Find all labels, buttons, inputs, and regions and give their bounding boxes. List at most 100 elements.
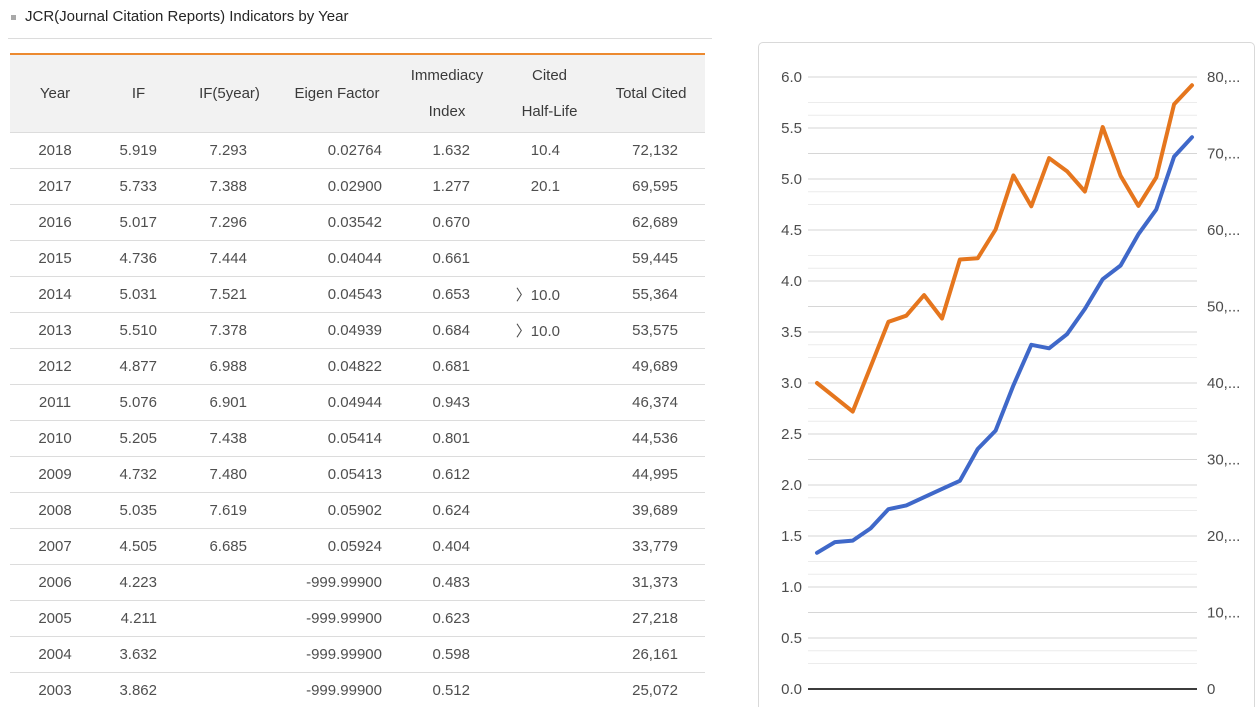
col-header-line: Index (428, 103, 466, 120)
cell-eigen: 0.04543 (282, 276, 392, 313)
cell-imm: 0.598 (392, 636, 502, 673)
cell-total: 53,575 (597, 312, 705, 349)
cell-total: 59,445 (597, 240, 705, 277)
cell-imm: 0.943 (392, 384, 502, 421)
chart-card: 6.0 5.5 5.0 4.5 4.0 3.5 3.0 2.5 2.0 1.5 1.0 0.5 0.0 8… (758, 42, 1255, 707)
cell-if5: 7.378 (177, 312, 282, 349)
left-axis-label: 2.0 (781, 477, 802, 494)
cell-year: 2007 (10, 528, 100, 565)
cell-total: 49,689 (597, 348, 705, 385)
cell-total: 25,072 (597, 672, 705, 707)
cell-total: 44,995 (597, 456, 705, 493)
cell-total: 44,536 (597, 420, 705, 457)
right-axis-label: 10,... (1207, 605, 1240, 622)
cell-if5: 7.388 (177, 168, 282, 205)
cell-imm: 0.670 (392, 204, 502, 241)
cell-year: 2010 (10, 420, 100, 457)
cell-if5 (177, 672, 282, 707)
cell-year: 2008 (10, 492, 100, 529)
cell-if: 5.205 (100, 420, 177, 457)
cell-if: 3.862 (100, 672, 177, 707)
cell-if5: 7.619 (177, 492, 282, 529)
cell-cited_hl (502, 204, 597, 241)
jcr-indicators-table: Year IF IF(5year) Eigen Factor Immediacy Inde… (10, 53, 705, 707)
right-axis-label: 30,... (1207, 452, 1240, 469)
cell-eigen: 0.05414 (282, 420, 392, 457)
table-row: 2016 5.017 7.296 0.03542 0.670 62,689 (10, 204, 705, 241)
cell-total: 26,161 (597, 636, 705, 673)
table-row: 2008 5.035 7.619 0.05902 0.624 39,689 (10, 492, 705, 529)
left-axis-label: 4.5 (781, 222, 802, 239)
cell-if: 5.919 (100, 132, 177, 169)
cell-cited_hl: 〉10.0 (502, 276, 597, 313)
cell-if: 4.877 (100, 348, 177, 385)
page-title: JCR(Journal Citation Reports) Indicators… (25, 8, 349, 25)
if-line (815, 83, 1194, 414)
cell-eigen: -999.99900 (282, 636, 392, 673)
cell-if: 5.733 (100, 168, 177, 205)
cell-eigen: 0.04822 (282, 348, 392, 385)
table-row: 2006 4.223 -999.99900 0.483 31,373 (10, 564, 705, 601)
cell-imm: 0.483 (392, 564, 502, 601)
cell-imm: 0.512 (392, 672, 502, 707)
cell-if5: 7.521 (177, 276, 282, 313)
cell-if: 3.632 (100, 636, 177, 673)
cell-if5: 7.296 (177, 204, 282, 241)
col-header-line: Cited (531, 67, 568, 84)
cell-year: 2018 (10, 132, 100, 169)
table-row: 2007 4.505 6.685 0.05924 0.404 33,779 (10, 528, 705, 565)
right-axis-label: 20,... (1207, 528, 1240, 545)
cell-cited_hl (502, 456, 597, 493)
title-divider (8, 38, 712, 39)
col-header-if: IF (100, 53, 177, 133)
cell-if: 4.732 (100, 456, 177, 493)
cell-eigen: 0.02900 (282, 168, 392, 205)
cell-year: 2011 (10, 384, 100, 421)
cell-if: 5.076 (100, 384, 177, 421)
cell-year: 2004 (10, 636, 100, 673)
left-axis-label: 6.0 (781, 69, 802, 86)
cell-if5: 6.685 (177, 528, 282, 565)
total-cited-line (815, 135, 1194, 555)
cell-cited_hl: 10.4 (502, 132, 597, 169)
cell-cited_hl: 20.1 (502, 168, 597, 205)
cell-eigen: 0.05902 (282, 492, 392, 529)
jcr-line-chart: 6.0 5.5 5.0 4.5 4.0 3.5 3.0 2.5 2.0 1.5 1.0 0.5 0.0 8… (781, 69, 1240, 698)
cell-cited_hl (502, 384, 597, 421)
cell-imm: 0.661 (392, 240, 502, 277)
col-header-year: Year (10, 53, 100, 133)
cell-if5: 6.988 (177, 348, 282, 385)
cell-if: 4.505 (100, 528, 177, 565)
cell-total: 33,779 (597, 528, 705, 565)
cell-total: 39,689 (597, 492, 705, 529)
cell-imm: 0.612 (392, 456, 502, 493)
cell-cited_hl (502, 636, 597, 673)
cell-total: 46,374 (597, 384, 705, 421)
cell-if: 4.223 (100, 564, 177, 601)
cell-eigen: 0.04944 (282, 384, 392, 421)
table-row: 2009 4.732 7.480 0.05413 0.612 44,995 (10, 456, 705, 493)
cell-cited_hl (502, 348, 597, 385)
col-header-immediacy-index: Immediacy Index (392, 53, 502, 133)
cell-eigen: 0.02764 (282, 132, 392, 169)
left-axis-label: 2.5 (781, 426, 802, 443)
table-row: 2004 3.632 -999.99900 0.598 26,161 (10, 636, 705, 673)
cell-cited_hl (502, 420, 597, 457)
cell-if: 4.736 (100, 240, 177, 277)
cell-if: 4.211 (100, 600, 177, 637)
cell-eigen: 0.04044 (282, 240, 392, 277)
left-axis-label: 5.5 (781, 120, 802, 137)
left-axis-label: 0.0 (781, 681, 802, 698)
right-axis-label: 70,... (1207, 146, 1240, 163)
col-header-cited-half-life: Cited Half-Life (502, 53, 597, 133)
bullet-icon (11, 14, 16, 20)
cell-year: 2012 (10, 348, 100, 385)
cell-eigen: -999.99900 (282, 600, 392, 637)
table-row: 2014 5.031 7.521 0.04543 0.653 〉10.0 55,364 (10, 276, 705, 313)
col-header-line: Immediacy (410, 67, 484, 84)
right-axis-label: 50,... (1207, 299, 1240, 316)
table-row: 2003 3.862 -999.99900 0.512 25,072 (10, 672, 705, 707)
cell-imm: 0.801 (392, 420, 502, 457)
cell-year: 2005 (10, 600, 100, 637)
